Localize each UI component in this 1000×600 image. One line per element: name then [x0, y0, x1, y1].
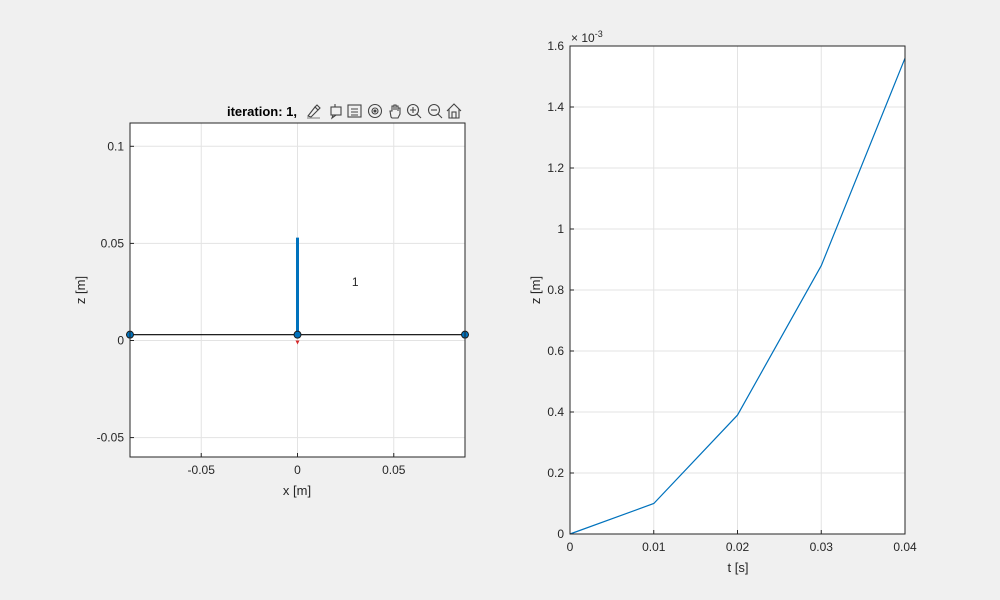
data-tip-icon[interactable] — [330, 104, 342, 120]
axes-beam-yticks: -0.05 0 0.05 0.1 — [97, 139, 134, 445]
y-tick-label: 1.2 — [547, 161, 564, 175]
y-tick-label: 0.05 — [101, 236, 125, 250]
annotation-label: 1 — [352, 275, 359, 289]
axes-toolbar — [307, 103, 462, 120]
y-tick-label: 1 — [557, 222, 564, 236]
y-tick-label: 0.8 — [547, 283, 564, 297]
axes-displacement[interactable]: 0 0.01 0.02 0.03 0.04 0 0.2 0.4 0.6 0.8 1 1.2 1.4 1.… — [528, 29, 917, 575]
zoom-out-icon[interactable] — [427, 103, 443, 119]
rotate-icon[interactable] — [367, 103, 383, 119]
axes-beam[interactable]: -0.05 0 0.05 -0.05 0 0.05 0.1 1 x [m] z [m] i… — [73, 104, 469, 498]
series-line — [569, 57, 906, 535]
axes-displacement-ylabel: z [m] — [528, 276, 543, 304]
legend-icon[interactable] — [347, 104, 362, 118]
zoom-in-icon[interactable] — [406, 103, 422, 119]
axes-beam-ylabel: z [m] — [73, 276, 88, 304]
y-tick-label: 1.6 — [547, 39, 564, 53]
node-point — [293, 330, 302, 339]
home-icon[interactable] — [446, 103, 462, 119]
x-tick-label: 0 — [294, 463, 301, 477]
x-tick-label: 0.02 — [726, 540, 750, 554]
support-marker — [295, 340, 300, 345]
x-tick-label: 0.04 — [893, 540, 917, 554]
brush-icon[interactable] — [307, 104, 321, 119]
y-tick-label: 1.4 — [547, 100, 564, 114]
axes-beam-xticks: -0.05 0 0.05 — [188, 453, 406, 477]
y-tick-label: 0 — [557, 527, 564, 541]
axes-frame — [129, 122, 466, 458]
y-tick-label: -0.05 — [97, 431, 125, 445]
axes-displacement-marks — [569, 57, 906, 535]
axes-displacement-xlabel: t [s] — [728, 560, 749, 575]
axes-displacement-exponent: × 10-3 — [571, 29, 603, 45]
y-tick-label: 0.4 — [547, 405, 564, 419]
exponent-power: -3 — [595, 29, 603, 39]
x-tick-label: 0 — [567, 540, 574, 554]
x-tick-label: 0.03 — [810, 540, 834, 554]
axes-frame — [569, 45, 906, 535]
axes-beam-xlabel: x [m] — [283, 483, 311, 498]
y-tick-label: 0.2 — [547, 466, 564, 480]
exponent-base: × 10 — [571, 31, 595, 45]
y-tick-label: 0.1 — [107, 139, 124, 153]
y-tick-label: 0 — [117, 333, 124, 347]
y-tick-label: 0.6 — [547, 344, 564, 358]
axes-beam-grid — [130, 123, 465, 457]
axes-displacement-xticks: 0 0.01 0.02 0.03 0.04 — [567, 530, 917, 554]
axes-beam-title: iteration: 1, — [227, 104, 297, 119]
x-tick-label: -0.05 — [188, 463, 216, 477]
x-tick-label: 0.05 — [382, 463, 406, 477]
pan-icon[interactable] — [389, 104, 401, 119]
x-tick-label: 0.01 — [642, 540, 666, 554]
